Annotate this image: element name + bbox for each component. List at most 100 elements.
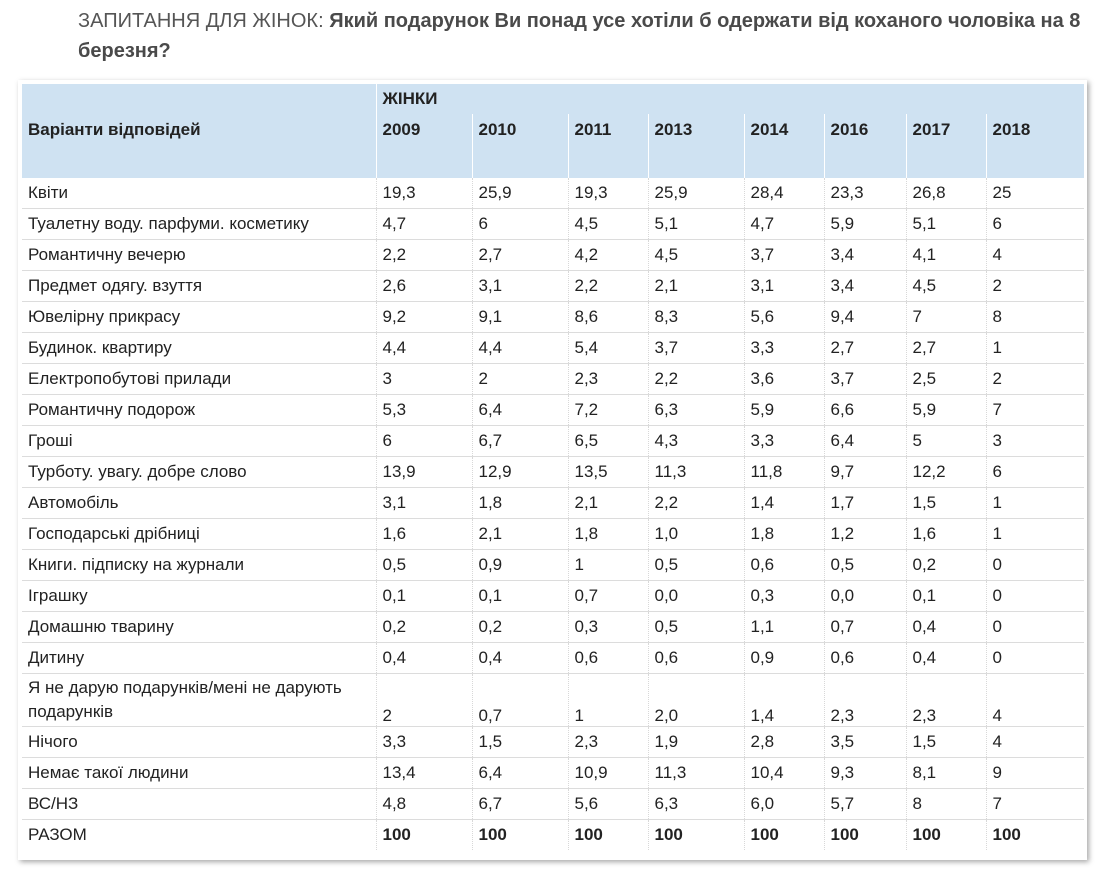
value-cell: 1,7 [823, 487, 906, 519]
value-cell: 1,0 [647, 518, 744, 550]
year-header: 2013 [647, 114, 745, 146]
value-cell: 4,3 [647, 425, 744, 457]
year-header: 2017 [905, 114, 987, 146]
survey-table: ЖІНКИ Варіанти відповідей 2009 2010 2011 20… [22, 84, 1085, 850]
value-cell: 28,4 [743, 178, 824, 209]
table-row: Господарські дрібниці 1,6 2,1 1,8 1,0 1,8 1,2 1… [22, 518, 1085, 550]
table-row: Автомобіль 3,1 1,8 2,1 2,2 1,4 1,7 1,5 1 [22, 487, 1085, 519]
value-cell: 4 [985, 239, 1085, 271]
header-spacer-cell [985, 146, 1085, 178]
table-row: Турботу. увагу. добре слово 13,9 12,9 13,5 1… [22, 456, 1085, 488]
value-cell: 7,2 [567, 394, 648, 426]
row-label: Романтичну вечерю [22, 239, 376, 271]
question-text: Який подарунок Ви понад усе хотіли б оде… [78, 10, 1081, 62]
value-cell: 3,4 [823, 239, 906, 271]
row-label: Романтичну подорож [22, 394, 376, 426]
value-cell: 0 [985, 580, 1085, 612]
value-cell: 7 [985, 394, 1085, 426]
value-cell: 3,3 [743, 332, 824, 364]
value-cell: 9,3 [823, 757, 906, 789]
year-header: 2011 [567, 114, 649, 146]
table-row: Книги. підписку на журнали 0,5 0,9 1 0,5 0,6 0… [22, 549, 1085, 581]
row-header-label: Варіанти відповідей [22, 114, 377, 146]
value-cell: 6 [985, 208, 1085, 240]
value-cell: 1 [567, 673, 648, 727]
value-cell: 4 [985, 673, 1085, 727]
value-cell: 0,9 [471, 549, 568, 581]
value-cell: 13,4 [375, 757, 472, 789]
value-cell: 1 [985, 332, 1085, 364]
value-cell: 9,7 [823, 456, 906, 488]
value-cell: 0,2 [471, 611, 568, 643]
value-cell: 0,1 [375, 580, 472, 612]
value-cell: 5,1 [905, 208, 986, 240]
year-header: 2018 [985, 114, 1085, 146]
row-label: Ювелірну прикрасу [22, 301, 376, 333]
value-cell: 0 [985, 549, 1085, 581]
question-prefix: ЗАПИТАННЯ ДЛЯ ЖІНОК: [78, 10, 324, 32]
value-cell: 5,1 [647, 208, 744, 240]
value-cell: 0,5 [375, 549, 472, 581]
value-cell: 0,3 [743, 580, 824, 612]
value-cell: 3,1 [743, 270, 824, 302]
value-cell: 6,6 [823, 394, 906, 426]
value-cell: 1,6 [375, 518, 472, 550]
value-cell: 3,7 [647, 332, 744, 364]
value-cell: 2,1 [471, 518, 568, 550]
value-cell: 7 [905, 301, 986, 333]
value-cell: 2,7 [823, 332, 906, 364]
row-label: Іграшку [22, 580, 376, 612]
row-label: Квіти [22, 178, 376, 209]
value-cell: 2,7 [471, 239, 568, 271]
header-spacer [22, 146, 377, 178]
value-cell: 0,9 [743, 642, 824, 674]
value-cell: 10,4 [743, 757, 824, 789]
value-cell: 26,8 [905, 178, 986, 209]
value-cell: 4,7 [375, 208, 472, 240]
value-cell: 13,9 [375, 456, 472, 488]
value-cell: 0 [985, 611, 1085, 643]
value-cell: 100 [647, 819, 744, 850]
header-spacer-cell [905, 146, 987, 178]
value-cell: 8,6 [567, 301, 648, 333]
value-cell: 5,6 [567, 788, 648, 820]
value-cell: 6 [985, 456, 1085, 488]
value-cell: 6 [471, 208, 568, 240]
value-cell: 4,4 [375, 332, 472, 364]
value-cell: 6,4 [471, 757, 568, 789]
value-cell: 4,7 [743, 208, 824, 240]
row-label: Туалетну воду. парфуми. косметику [22, 208, 376, 240]
value-cell: 5,3 [375, 394, 472, 426]
value-cell: 0,1 [905, 580, 986, 612]
row-label: Будинок. квартиру [22, 332, 376, 364]
value-cell: 5,9 [743, 394, 824, 426]
value-cell: 1,5 [471, 726, 568, 758]
value-cell: 6 [375, 425, 472, 457]
table-row: Гроші 6 6,7 6,5 4,3 3,3 6,4 5 3 [22, 425, 1085, 457]
value-cell: 0,4 [471, 642, 568, 674]
value-cell: 25,9 [471, 178, 568, 209]
value-cell: 4,1 [905, 239, 986, 271]
value-cell: 2,3 [823, 673, 906, 727]
value-cell: 2,2 [647, 487, 744, 519]
value-cell: 100 [743, 819, 824, 850]
value-cell: 0,6 [743, 549, 824, 581]
value-cell: 2,2 [375, 239, 472, 271]
value-cell: 2,0 [647, 673, 744, 727]
value-cell: 6,4 [471, 394, 568, 426]
table-row: Я не дарую подарунків/мені не дарують по… [22, 673, 1085, 727]
value-cell: 3,3 [375, 726, 472, 758]
value-cell: 6,5 [567, 425, 648, 457]
value-cell: 1,8 [567, 518, 648, 550]
value-cell: 2,5 [905, 363, 986, 395]
value-cell: 9,1 [471, 301, 568, 333]
table-row: Домашню тварину 0,2 0,2 0,3 0,5 1,1 0,7 0,4 0 [22, 611, 1085, 643]
row-label: Немає такої людини [22, 757, 376, 789]
value-cell: 0,7 [471, 673, 568, 727]
value-cell: 1,6 [905, 518, 986, 550]
value-cell: 19,3 [375, 178, 472, 209]
row-label: ВС/НЗ [22, 788, 376, 820]
value-cell: 7 [985, 788, 1085, 820]
value-cell: 0,5 [647, 611, 744, 643]
value-cell: 11,3 [647, 757, 744, 789]
